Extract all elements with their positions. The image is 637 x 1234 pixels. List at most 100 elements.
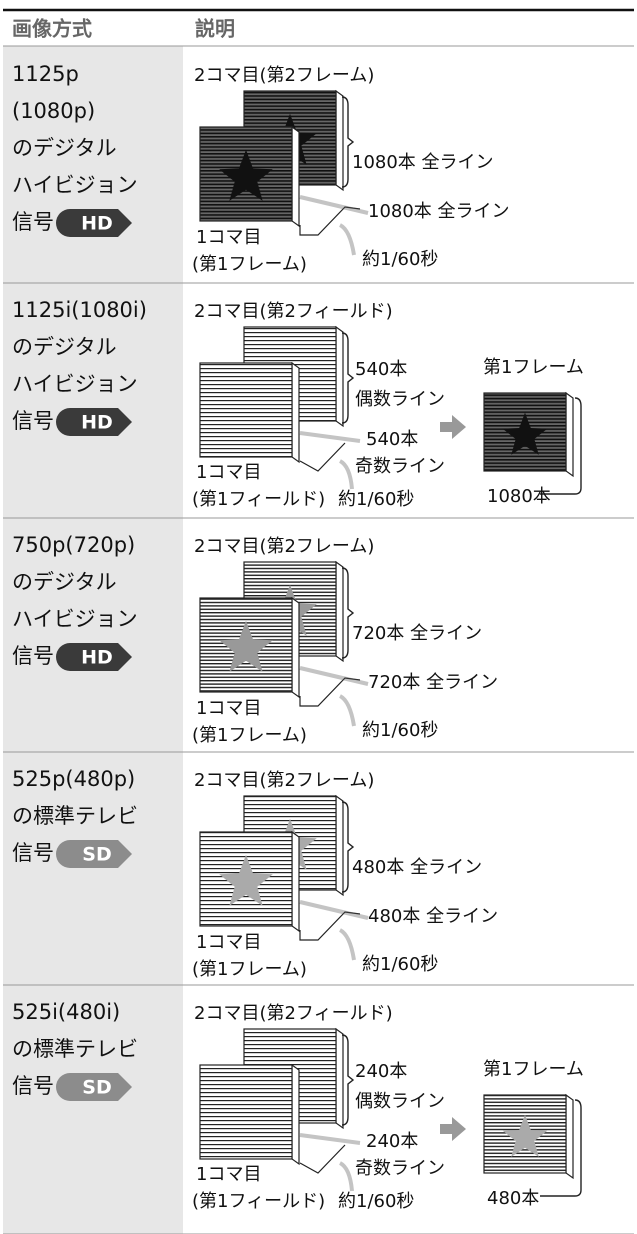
format-text: 525i(480i) — [12, 1000, 120, 1024]
badge-text: HD — [81, 213, 113, 235]
slab-face — [199, 1064, 293, 1160]
diagram-label: (第1フィールド) — [192, 489, 325, 510]
diagram-label: 480本 — [487, 1188, 539, 1209]
slab-side — [291, 1063, 300, 1166]
slab-side — [335, 89, 344, 192]
diagram-label: 約1/60秒 — [338, 1191, 414, 1212]
diagram-label: 1コマ目 — [196, 1164, 261, 1185]
leader — [299, 206, 361, 236]
slab-side — [335, 794, 344, 897]
diagram-label: 約1/60秒 — [362, 954, 438, 975]
arrow — [440, 1117, 466, 1141]
format-text: ハイビジョン — [12, 607, 138, 631]
badge — [56, 840, 132, 868]
format-text: 信号 — [12, 644, 54, 668]
slab-side — [335, 1027, 344, 1130]
diagram-label: 1コマ目 — [196, 932, 261, 953]
format-text: 1125i(1080i) — [12, 298, 147, 322]
format-text: 525p(480p) — [12, 767, 135, 791]
diagram-label: 480本 全ライン — [368, 906, 498, 927]
star — [219, 149, 273, 201]
diagram-label: 約1/60秒 — [338, 489, 414, 510]
diagram-label: 第1フレーム — [483, 1059, 584, 1080]
format-text: ハイビジョン — [12, 372, 138, 396]
diagram-label: 偶数ライン — [355, 389, 445, 410]
slab-side — [335, 560, 344, 663]
badge-text: SD — [82, 844, 111, 866]
badge-text: HD — [81, 647, 113, 669]
diagram-label: 1コマ目 — [196, 227, 261, 248]
diagram-label: 1コマ目 — [196, 462, 261, 483]
brace — [341, 332, 355, 424]
leader — [299, 431, 361, 443]
caption: 2コマ目(第2フレーム) — [194, 65, 374, 86]
diagram-label: 720本 全ライン — [368, 672, 498, 693]
badge — [56, 408, 132, 436]
format-text: 信号 — [12, 210, 54, 234]
leader — [299, 1144, 346, 1174]
slab-side — [565, 1093, 574, 1180]
diagram-label: 240本 — [355, 1061, 407, 1082]
format-text: 信号 — [12, 1074, 54, 1098]
diagram-label: 約1/60秒 — [362, 720, 438, 741]
star — [502, 412, 548, 455]
format-text: 信号 — [12, 841, 54, 865]
brace — [341, 96, 355, 188]
slab-side — [291, 596, 300, 699]
format-text: の標準テレビ — [12, 804, 138, 828]
diagram-label: 1080本 全ライン — [352, 152, 494, 173]
diagram-label: (第1フィールド) — [192, 1191, 325, 1212]
badge — [56, 643, 132, 671]
diagram-label: 1コマ目 — [196, 698, 261, 719]
format-text: のデジタル — [12, 570, 117, 594]
format-text: (1080p) — [12, 99, 95, 123]
format-text: のデジタル — [12, 335, 117, 359]
leader — [299, 911, 361, 941]
diagram-label: 480本 全ライン — [352, 857, 482, 878]
leader — [338, 459, 354, 490]
leader — [299, 666, 369, 686]
caption: 2コマ目(第2フレーム) — [194, 770, 374, 791]
format-text: 1125p — [12, 62, 79, 86]
diagram-label: 240本 — [366, 1131, 418, 1152]
star — [219, 620, 273, 672]
diagram-label: 第1フレーム — [483, 357, 584, 378]
slab-face — [199, 831, 293, 927]
slab-face — [199, 362, 293, 458]
diagram-label: (第1フレーム) — [192, 254, 307, 275]
brace — [341, 567, 355, 659]
leader — [299, 1133, 361, 1145]
star — [219, 854, 273, 906]
caption: 2コマ目(第2フィールド) — [194, 1003, 393, 1024]
format-text: 750p(720p) — [12, 533, 135, 557]
format-text: ハイビジョン — [12, 173, 138, 197]
badge — [56, 209, 132, 237]
header-cell: 画像方式 — [12, 17, 92, 41]
diagram-label: 1080本 全ライン — [368, 201, 510, 222]
diagram-label: 1080本 — [487, 486, 551, 507]
leader — [338, 1161, 354, 1192]
diagram-label: 偶数ライン — [355, 1091, 445, 1112]
left-column — [3, 46, 183, 1234]
leader — [299, 442, 346, 472]
star — [502, 1114, 548, 1157]
slab-side — [291, 125, 300, 228]
slab-side — [291, 361, 300, 464]
leader — [299, 900, 369, 920]
caption: 2コマ目(第2フィールド) — [194, 301, 393, 322]
badge-text: HD — [81, 412, 113, 434]
leader — [338, 223, 356, 256]
badge — [56, 1073, 132, 1101]
diagram-label: 奇数ライン — [355, 456, 445, 477]
diagram-label: 720本 全ライン — [352, 623, 482, 644]
slab-side — [335, 325, 344, 428]
leader — [299, 195, 369, 215]
arrow — [440, 415, 466, 439]
diagram-label: 約1/60秒 — [362, 249, 438, 270]
leader — [338, 694, 356, 727]
brace — [540, 397, 582, 495]
leader — [338, 928, 356, 961]
diagram-label: 540本 — [366, 429, 418, 450]
